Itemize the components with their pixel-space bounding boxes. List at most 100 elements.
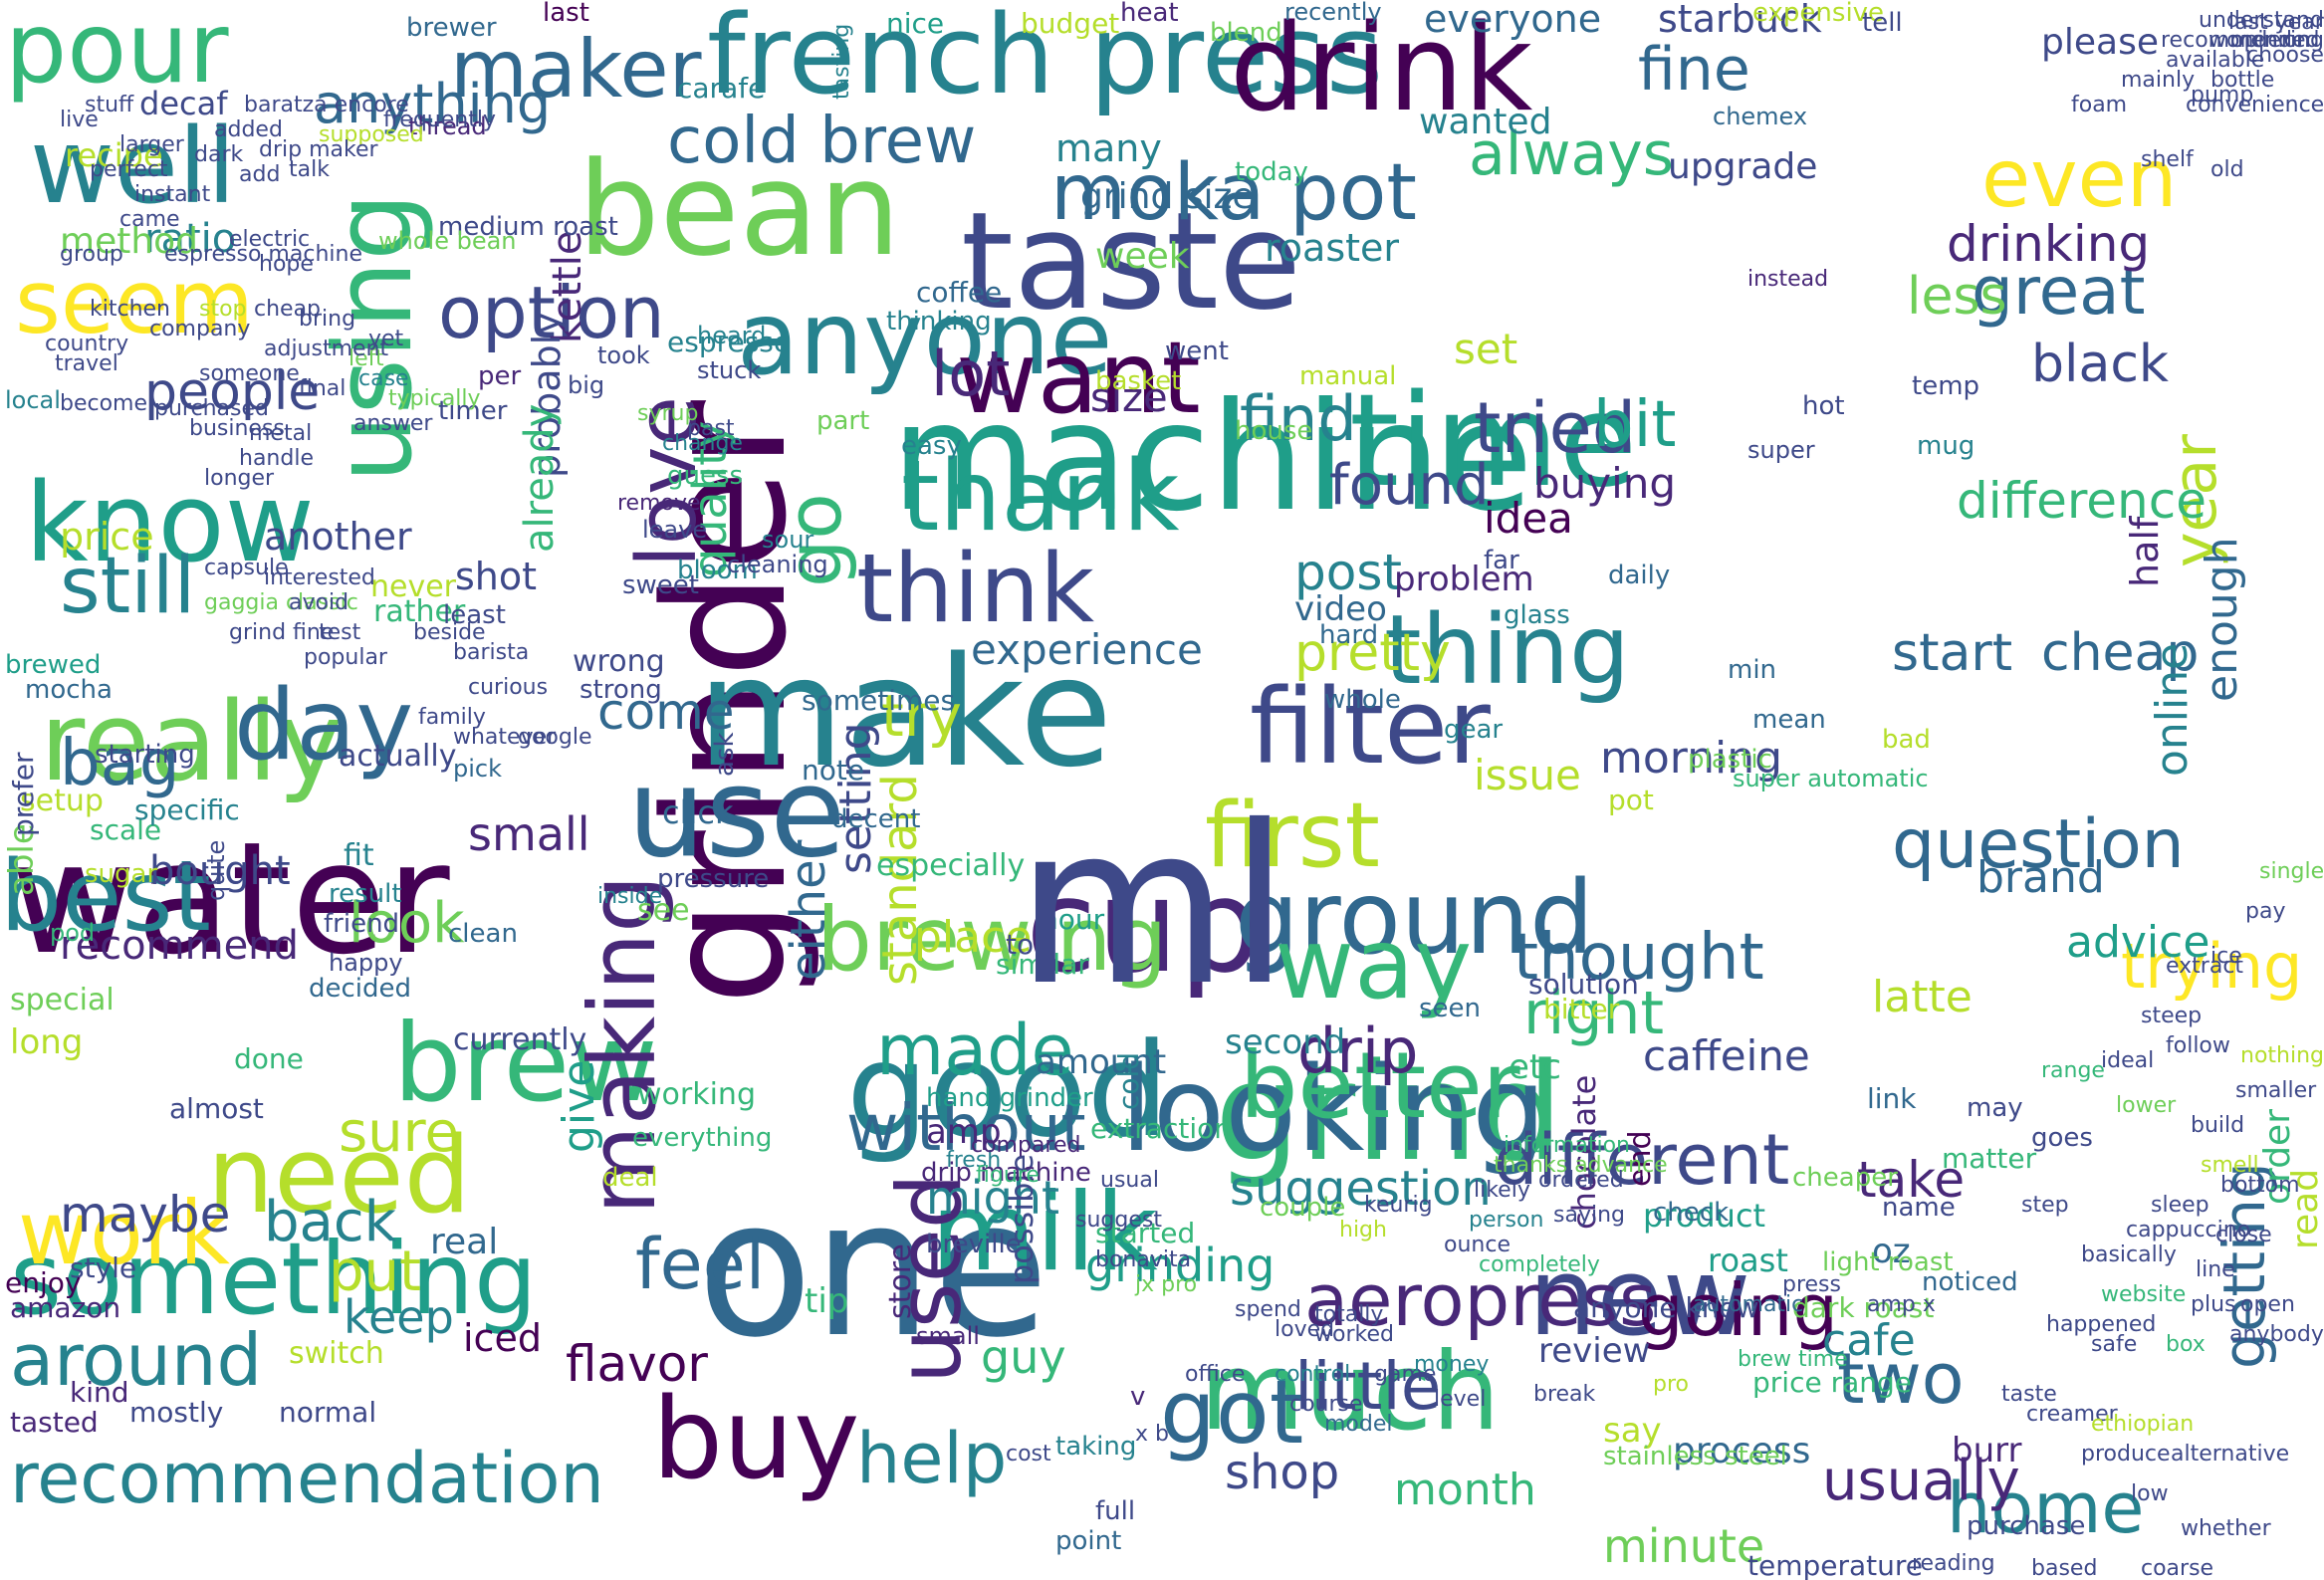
word-issue: issue	[1474, 751, 1581, 799]
word-completely: completely	[1479, 1252, 1600, 1277]
word-leave: leave	[642, 516, 708, 544]
word-extract: extract	[2166, 954, 2244, 979]
word-decaf: decaf	[139, 85, 228, 122]
word-handle: handle	[239, 446, 314, 471]
word-ratio: ratio	[144, 216, 237, 262]
word-much: much	[1200, 1330, 1501, 1455]
word-buying: buying	[1533, 459, 1677, 508]
word-drink: drink	[1230, 0, 1533, 138]
word-either: either	[781, 839, 836, 981]
word-sometimes: sometimes	[802, 684, 956, 717]
word-wrong: wrong	[573, 644, 665, 679]
word-single: single	[2259, 859, 2324, 884]
word-ethiopian: ethiopian	[2091, 1412, 2195, 1437]
word-working: working	[637, 1077, 756, 1112]
word-today: today	[1235, 157, 1308, 187]
word-decided: decided	[309, 974, 412, 1004]
word-best: best	[0, 840, 211, 954]
word-electric: electric	[229, 227, 311, 252]
word-enough: enough	[2197, 537, 2247, 702]
word-guess: guess	[667, 461, 744, 491]
word-anybody: anybody	[2229, 1322, 2324, 1347]
word-press: press	[1782, 1272, 1841, 1297]
word-idea: idea	[1484, 494, 1573, 543]
word-option: option	[438, 271, 665, 354]
word-black: black	[2031, 335, 2170, 394]
word-saying: saying	[1553, 1203, 1625, 1228]
word-grind-size: grind size	[1080, 176, 1255, 217]
word-amp: amp	[926, 1112, 1002, 1152]
word-typically: typically	[388, 386, 481, 411]
word-new: new	[1528, 1236, 1751, 1360]
word-cost: cost	[1006, 1442, 1051, 1467]
word-burr: burr	[1952, 1431, 2022, 1470]
word-close: close	[2215, 1223, 2272, 1247]
word-give: give	[554, 1059, 604, 1153]
word-matter: matter	[1942, 1142, 2037, 1175]
word-step: step	[2021, 1193, 2069, 1218]
word-taste: taste	[961, 183, 1301, 339]
word-actually: actually	[339, 739, 457, 774]
word-larger: larger	[119, 132, 184, 157]
word-brewed: brewed	[5, 650, 102, 680]
word-past: past	[687, 416, 735, 441]
word-creamer: creamer	[2026, 1402, 2118, 1427]
word-cold: cold	[1112, 1051, 1145, 1110]
word-problem: problem	[1394, 560, 1534, 599]
word-oz: oz	[1872, 1232, 1911, 1271]
word-ml: ml	[1016, 779, 1290, 1033]
word-pick: pick	[453, 755, 502, 783]
word-house: house	[1235, 416, 1313, 446]
word-post: post	[1294, 544, 1402, 601]
word-group: group	[60, 242, 123, 267]
word-inside: inside	[597, 884, 663, 909]
word-done: done	[234, 1042, 304, 1075]
word-special: special	[10, 983, 115, 1017]
word-website: website	[2101, 1282, 2187, 1307]
word-right: right	[1523, 979, 1664, 1048]
word-range: range	[2041, 1058, 2105, 1083]
word-alternative: alternative	[2171, 1442, 2290, 1467]
word-v: v	[1130, 1382, 1146, 1412]
word-travel: travel	[55, 351, 118, 376]
word-store: store	[883, 1243, 918, 1319]
word-thinking: thinking	[886, 307, 992, 337]
word-thread: thread	[408, 113, 487, 140]
word-thought: thought	[1513, 921, 1764, 995]
word-deal: deal	[602, 1163, 658, 1193]
word-extraction: extraction	[1090, 1112, 1232, 1145]
word-cafe: cafe	[1822, 1315, 1916, 1366]
word-bottom: bottom	[2220, 1173, 2300, 1198]
word-whole: whole	[1324, 685, 1401, 715]
word-control: control	[1275, 1362, 1351, 1387]
word-different: different	[1494, 1119, 1790, 1201]
word-wondering: wondering	[2208, 28, 2324, 53]
word-loved: loved	[1275, 1317, 1335, 1342]
word-full: full	[1095, 1496, 1136, 1526]
word-small: small	[468, 807, 590, 861]
word-coffee: coffee	[916, 276, 1003, 309]
word-super: super	[1747, 436, 1815, 464]
word-hard: hard	[1319, 620, 1379, 650]
word-two: two	[1837, 1338, 1965, 1420]
word-review: review	[1538, 1331, 1651, 1371]
word-home: home	[1947, 1467, 2145, 1549]
word-bad: bad	[1882, 725, 1931, 755]
word-product: product	[1643, 1197, 1766, 1235]
word-per: per	[478, 361, 522, 391]
word-recommendation: recommendation	[10, 1438, 604, 1519]
word-purchase: purchase	[1967, 1511, 2086, 1541]
word-breville: breville	[926, 1230, 1022, 1259]
word-find: find	[1240, 382, 1357, 455]
word-anything: anything	[314, 73, 552, 135]
word-expensive: expensive	[1752, 0, 1885, 28]
word-purchased: purchased	[154, 396, 269, 421]
word-bonavita: bonavita	[1095, 1247, 1192, 1272]
word-line: line	[2196, 1257, 2235, 1282]
word-amount: amount	[1036, 1042, 1167, 1082]
word-hand-grinder: hand grinder	[926, 1083, 1093, 1113]
word-drip-maker: drip maker	[259, 137, 378, 162]
word-enjoy: enjoy	[5, 1266, 82, 1299]
word-sweet: sweet	[622, 570, 699, 600]
